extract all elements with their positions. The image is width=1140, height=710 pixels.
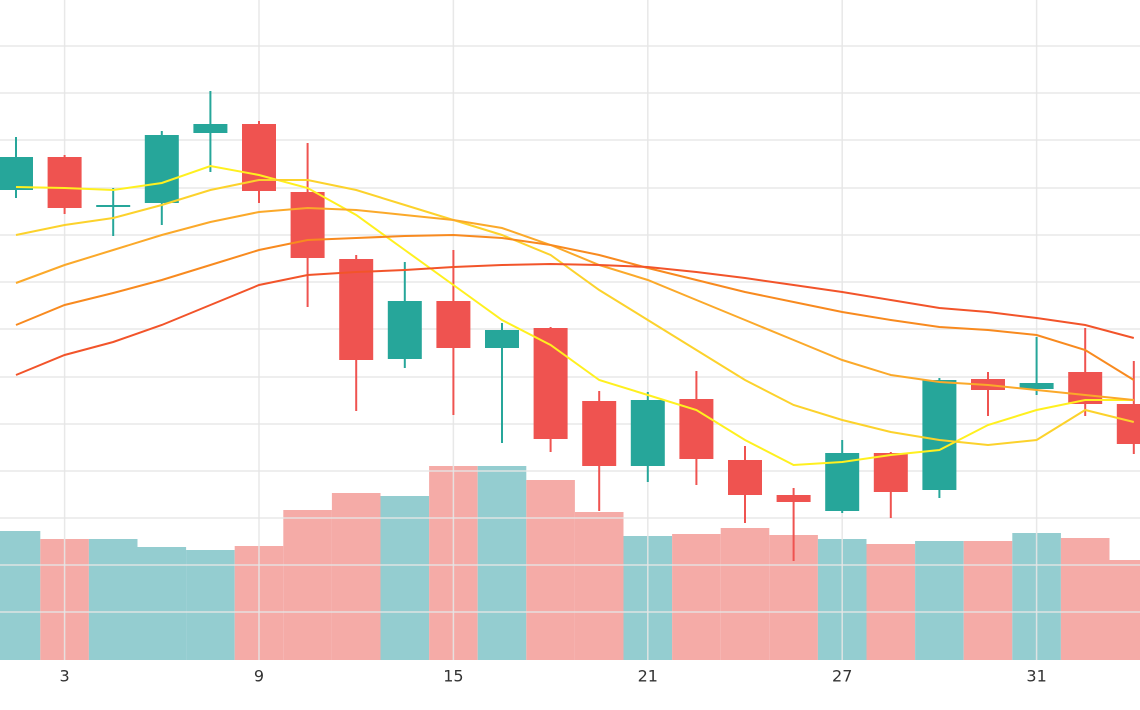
candle-body — [436, 301, 471, 348]
candle-body — [533, 328, 568, 439]
candle-body — [96, 205, 131, 207]
x-tick-label: 31 — [1026, 667, 1046, 686]
volume-bar — [331, 493, 381, 660]
moving-average-line — [15, 233, 1135, 381]
x-tick-label: 21 — [638, 667, 658, 686]
candle-body — [728, 460, 762, 495]
candle-body — [47, 157, 82, 208]
x-tick-label: 27 — [832, 667, 852, 686]
candle-body — [1068, 372, 1103, 404]
moving-average-line — [15, 206, 1134, 401]
candle-body — [1019, 383, 1054, 389]
volume-bar — [1060, 538, 1110, 660]
candle-body — [582, 401, 617, 466]
volume-bar — [963, 541, 1013, 660]
candle-body — [0, 157, 33, 190]
volume-bar — [283, 510, 332, 660]
candle-body — [922, 380, 957, 490]
volume-bar — [0, 531, 41, 660]
x-tick-label: 9 — [254, 667, 264, 686]
moving-average-line — [15, 164, 1134, 467]
candle-body — [485, 330, 519, 348]
volume-bar — [574, 512, 624, 660]
volume-bar — [1109, 560, 1140, 660]
volume-bar — [866, 544, 916, 660]
volume-bar — [137, 547, 187, 660]
volume-bar — [526, 480, 575, 660]
candle-body — [144, 135, 179, 203]
moving-average-line — [15, 262, 1135, 376]
candle-body — [339, 259, 374, 360]
x-tick-label: 15 — [443, 667, 463, 686]
moving-average-line — [15, 179, 1135, 447]
volume-bar — [186, 550, 235, 660]
candle-body — [679, 399, 714, 459]
candle-body — [290, 192, 325, 258]
candle-body — [630, 400, 665, 466]
candle-body — [873, 453, 908, 492]
volume-bar — [915, 541, 964, 660]
volume-bar — [88, 539, 138, 660]
candle-body — [387, 301, 422, 359]
x-tick-label: 3 — [60, 667, 70, 686]
candle-body — [193, 124, 228, 133]
candle-body — [1116, 404, 1140, 444]
volume-bar — [672, 534, 721, 660]
volume-bar — [477, 466, 527, 660]
volume-bar — [380, 496, 430, 660]
volume-bar — [720, 528, 770, 660]
candle-body — [776, 495, 811, 502]
